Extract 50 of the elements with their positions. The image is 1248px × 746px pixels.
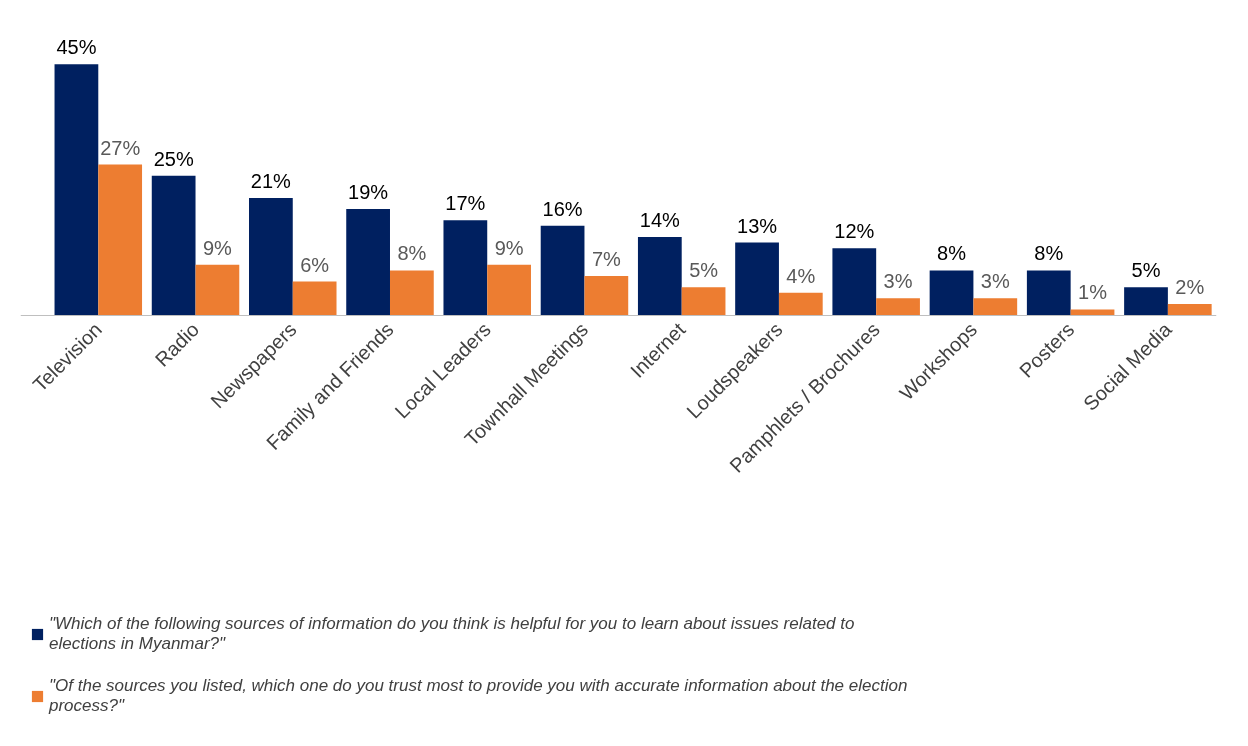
- bar: [584, 276, 629, 316]
- bar: [1167, 303, 1212, 316]
- data-label: 9%: [494, 236, 524, 259]
- data-label: 5%: [689, 259, 719, 282]
- data-label: 4%: [786, 264, 816, 287]
- data-label: 45%: [56, 36, 97, 59]
- data-label: 6%: [300, 253, 330, 276]
- bar: [249, 197, 293, 316]
- bar: [151, 175, 196, 316]
- bar: [292, 281, 337, 316]
- legend-label: "Which of the following sources of information do you think is helpful for you to learn about issues related to elections in Myanmar?": [49, 614, 855, 654]
- data-label: 25%: [153, 147, 194, 170]
- data-label: 12%: [834, 220, 875, 243]
- bar: [929, 270, 974, 316]
- data-label: 2%: [1175, 275, 1205, 298]
- bar: [973, 298, 1018, 316]
- data-label: 19%: [348, 181, 389, 204]
- bar: [681, 287, 726, 316]
- data-label: 8%: [937, 242, 967, 265]
- data-label: 16%: [542, 197, 583, 220]
- data-label: 13%: [737, 214, 778, 237]
- bar: [876, 298, 920, 316]
- data-label: 27%: [100, 136, 141, 159]
- data-label: 8%: [1034, 242, 1064, 265]
- data-label: 17%: [445, 192, 486, 215]
- data-label: 3%: [980, 270, 1010, 293]
- bar: [443, 220, 488, 316]
- bar: [390, 270, 434, 316]
- bar: [1026, 270, 1071, 316]
- bar: [778, 292, 823, 316]
- legend-label: "Of the sources you listed, which one do you trust most to provide you with accurate information about the election process?": [49, 676, 908, 716]
- data-label: 3%: [883, 270, 913, 293]
- bar: [195, 264, 240, 316]
- bar: [832, 248, 877, 316]
- data-label: 7%: [591, 248, 622, 271]
- data-label: 1%: [1078, 281, 1108, 304]
- bar: [735, 242, 779, 316]
- bar: [98, 164, 143, 316]
- data-label: 9%: [202, 236, 233, 259]
- bar: [1124, 287, 1168, 316]
- bar: [346, 209, 390, 316]
- bar: [540, 225, 585, 316]
- data-label: 21%: [250, 169, 292, 192]
- data-label: 14%: [639, 209, 681, 231]
- data-label: 5%: [1131, 259, 1161, 282]
- bar: [1070, 309, 1115, 316]
- bar: [54, 64, 99, 316]
- data-label: 8%: [397, 242, 427, 265]
- bar: [637, 237, 682, 316]
- bar: [487, 264, 531, 316]
